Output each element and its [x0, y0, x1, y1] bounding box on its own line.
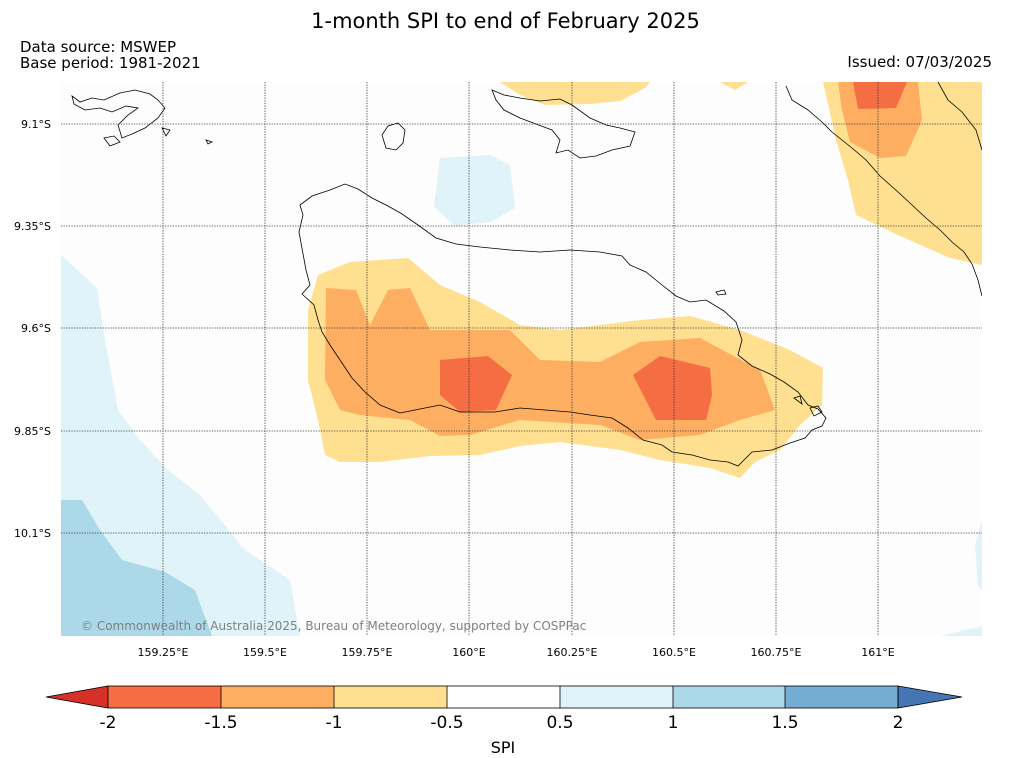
colorbar-segment — [673, 686, 785, 708]
colorbar-tick-label: 1.5 — [771, 713, 798, 733]
wet-patch-north — [434, 155, 515, 226]
copyright-text: © Commonwealth of Australia 2025, Bureau… — [81, 619, 586, 633]
coastlines — [71, 82, 982, 467]
dry-core-northeast — [853, 82, 907, 109]
lat-label: 9.35°S — [14, 220, 51, 233]
map-title: 1-month SPI to end of February 2025 — [311, 9, 700, 33]
map-metadata-left: Data source: MSWEP Base period: 1981-202… — [20, 39, 201, 71]
lon-label: 161°E — [861, 646, 894, 659]
colorbar-segment — [560, 686, 673, 708]
lon-label: 160.5°E — [652, 646, 696, 659]
colorbar-tick-label: -1 — [326, 713, 343, 733]
coastline-northeast-inner — [937, 82, 982, 151]
colorbar-extend-low — [45, 685, 109, 709]
islet-east — [715, 289, 727, 296]
lat-label: 9.85°S — [14, 425, 51, 438]
colorbar-tick-label: -0.5 — [430, 713, 463, 733]
latitude-labels: 9.1°S 9.35°S 9.6°S 9.85°S 10.1°S — [14, 118, 51, 540]
data-source-text: Data source: MSWEP — [20, 38, 177, 56]
colorbar-tick-label: -1.5 — [204, 713, 237, 733]
colorbar-segment — [785, 686, 898, 708]
colorbar-tick-label: 0.5 — [546, 713, 573, 733]
lon-label: 160.25°E — [547, 646, 598, 659]
islands-northwest — [71, 89, 214, 147]
colorbar-segment — [334, 686, 447, 708]
dry-patch-north — [500, 82, 650, 105]
colorbar-tick-label: 2 — [893, 713, 904, 733]
dry-core-west — [440, 356, 512, 412]
very-wet-region-southwest — [61, 500, 212, 636]
small-island-north — [381, 122, 406, 151]
colorbar-tick-label: 1 — [668, 713, 679, 733]
lon-label: 159.25°E — [138, 646, 189, 659]
wet-region-southwest — [61, 255, 300, 636]
lon-label: 159.5°E — [243, 646, 287, 659]
wet-patch-southeast — [975, 520, 982, 590]
colorbar-tick-label: -2 — [100, 713, 117, 733]
lat-label: 10.1°S — [14, 527, 51, 540]
longitude-labels: 159.25°E 159.5°E 159.75°E 160°E 160.25°E… — [138, 646, 895, 659]
colorbar-segment — [108, 686, 221, 708]
colorbar-ticks: -2 -1.5 -1 -0.5 0.5 1 1.5 2 — [100, 713, 904, 733]
lat-label: 9.6°S — [21, 322, 51, 335]
dry-core-east — [633, 356, 712, 420]
lon-label: 159.75°E — [342, 646, 393, 659]
lon-label: 160°E — [452, 646, 485, 659]
coastline-northeast — [785, 85, 982, 297]
issued-date-text: Issued: 07/03/2025 — [847, 53, 992, 71]
lat-lon-gridlines — [61, 82, 982, 636]
lat-label: 9.1°S — [21, 118, 51, 131]
dry-patch-north-small — [720, 82, 748, 90]
colorbar-segment — [447, 686, 560, 708]
map-plot-area — [61, 82, 982, 636]
base-period-text: Base period: 1981-2021 — [20, 54, 201, 72]
colorbar-label: SPI — [491, 738, 516, 757]
islands-north-central — [491, 89, 636, 159]
colorbar: -2 -1.5 -1 -0.5 0.5 1 1.5 2 SPI — [45, 685, 963, 757]
main-island-coastline — [298, 183, 827, 467]
wet-patch-southeast-corner — [940, 626, 982, 636]
islets-far-east — [793, 395, 823, 417]
colorbar-extend-high — [897, 685, 963, 709]
lon-label: 160.75°E — [751, 646, 802, 659]
colorbar-segment — [221, 686, 334, 708]
